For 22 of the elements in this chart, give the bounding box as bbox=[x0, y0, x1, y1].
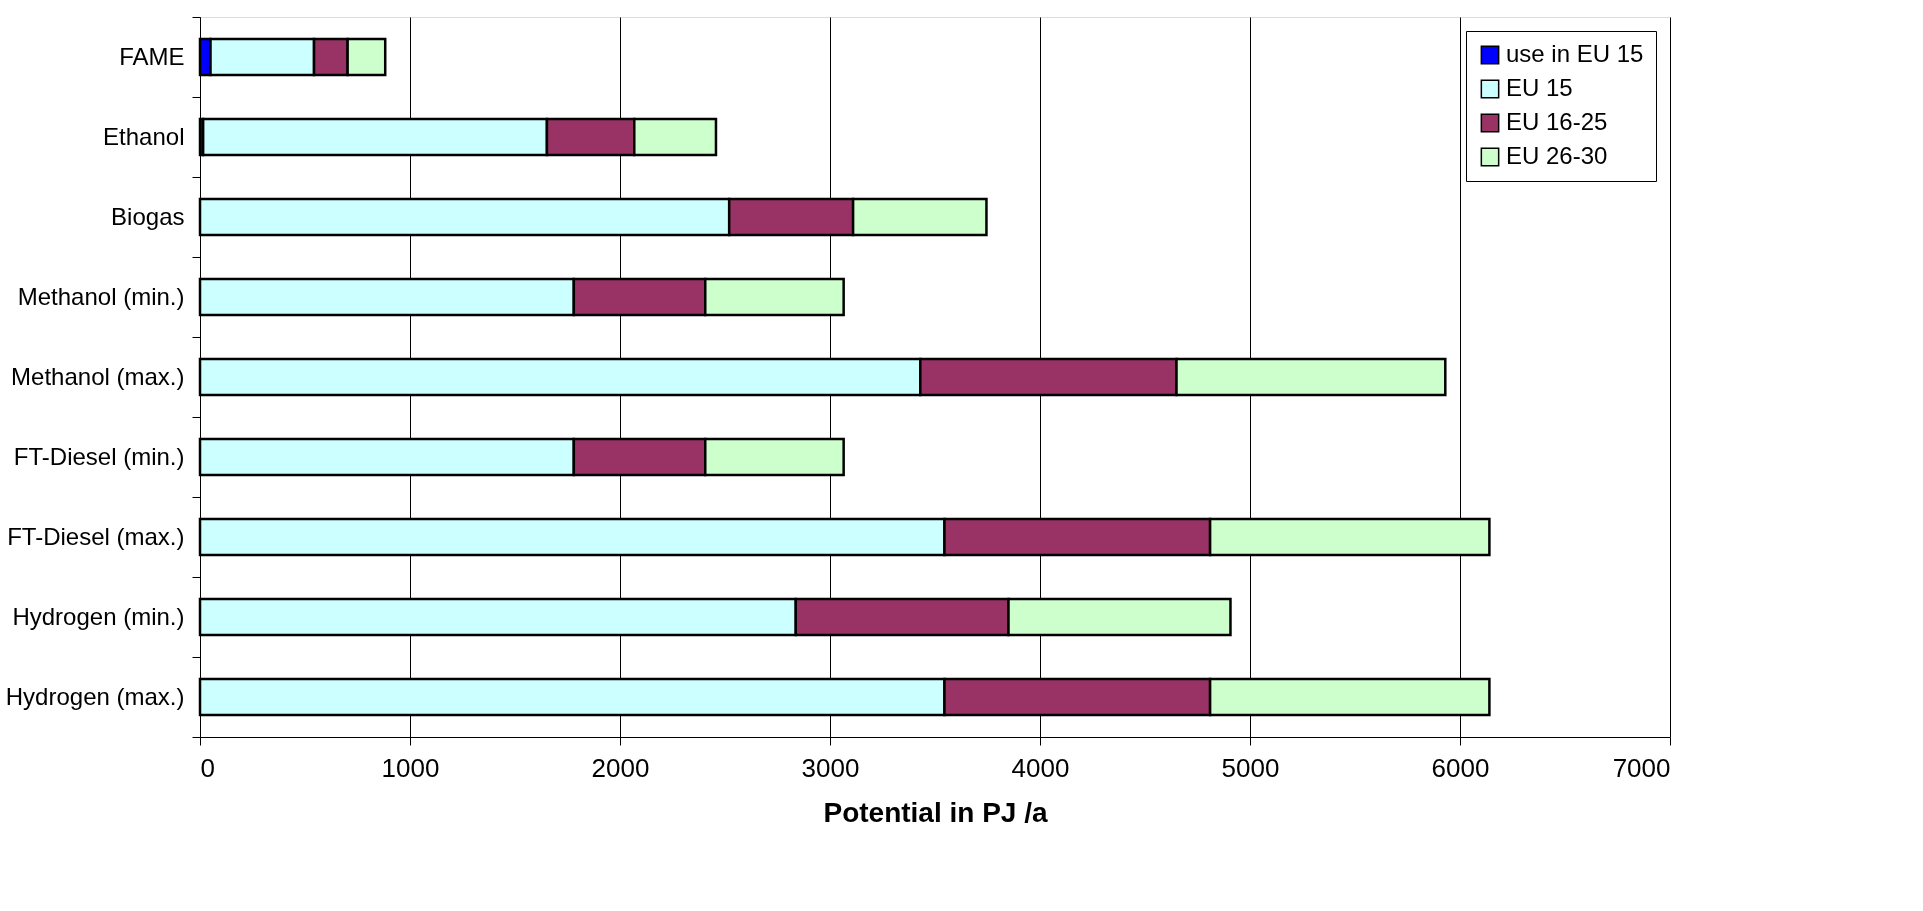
x-tick-label: 7000 bbox=[1612, 752, 1671, 783]
y-tick-label: Biogas bbox=[111, 202, 185, 230]
legend-label: EU 26-30 bbox=[1506, 142, 1608, 169]
y-tick-label: FT-Diesel (max.) bbox=[7, 522, 185, 550]
legend-label: EU 15 bbox=[1506, 74, 1573, 101]
x-tick-label: 4000 bbox=[1011, 752, 1070, 783]
y-tick-label: Hydrogen (max.) bbox=[5, 682, 185, 710]
y-tick-label: Methanol (min.) bbox=[17, 282, 185, 310]
legend-label: use in EU 15 bbox=[1506, 40, 1644, 67]
x-tick-label: 5000 bbox=[1221, 752, 1280, 783]
y-tick-label: Methanol (max.) bbox=[11, 362, 185, 390]
y-tick-label: Ethanol bbox=[103, 122, 185, 150]
x-tick-label: 6000 bbox=[1431, 752, 1490, 783]
x-axis-title: Potential in PJ /a bbox=[823, 796, 1048, 828]
x-tick-label: 3000 bbox=[801, 752, 860, 783]
y-tick-label: Hydrogen (min.) bbox=[12, 602, 185, 630]
y-tick-label: FAME bbox=[119, 42, 185, 70]
y-tick-label: FT-Diesel (min.) bbox=[13, 442, 185, 470]
x-tick-label: 0 bbox=[200, 752, 215, 783]
x-tick-label: 2000 bbox=[591, 752, 650, 783]
x-tick-label: 1000 bbox=[381, 752, 440, 783]
legend-label: EU 16-25 bbox=[1506, 108, 1608, 135]
